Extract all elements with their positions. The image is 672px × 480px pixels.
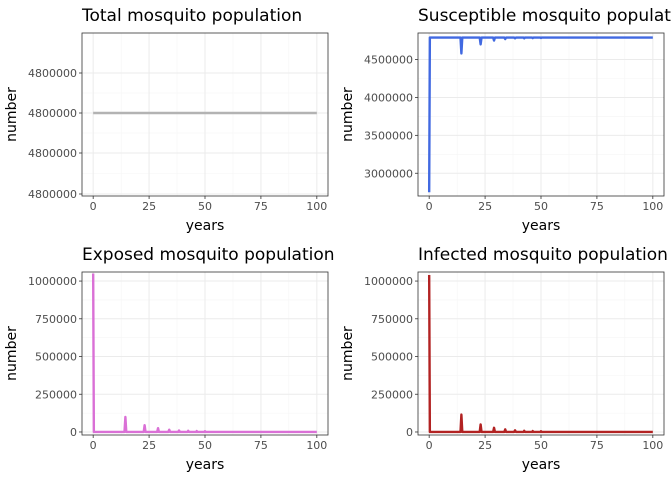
y-tick-label: 4800000 (28, 147, 77, 160)
panel-exposed: 0 25 50 75 100 0 250000 500000 750000 1000000 Expo… (4, 245, 335, 473)
x-tick-label: 25 (478, 200, 492, 213)
x-tick-label: 100 (306, 200, 327, 213)
y-tick-label: 500000 (35, 351, 77, 364)
x-axis-label: years (186, 457, 225, 473)
y-tick-label: 0 (70, 426, 77, 439)
panel-title: Infected mosquito population (418, 245, 668, 265)
x-tick-label: 75 (254, 439, 268, 452)
x-tick-label: 0 (90, 200, 97, 213)
y-tick-label: 4800000 (28, 188, 77, 201)
x-tick-label: 75 (590, 200, 604, 213)
x-axis-label: years (522, 457, 561, 473)
x-tick-label: 50 (198, 200, 212, 213)
y-tick-label: 3000000 (364, 167, 413, 180)
panel-infected: 0 25 50 75 100 0 250000 500000 750000 1000000 Infe… (340, 245, 668, 473)
y-tick-label: 4000000 (364, 91, 413, 104)
y-tick-label: 4500000 (364, 54, 413, 67)
x-tick-label: 25 (142, 200, 156, 213)
panel-total: 0 25 50 75 100 4800000 4800000 4800000 4800000 To… (4, 6, 329, 234)
x-tick-label: 25 (478, 439, 492, 452)
y-tick-label: 3500000 (364, 129, 413, 142)
series-line (427, 275, 653, 434)
x-tick-label: 100 (642, 200, 663, 213)
panel-title: Exposed mosquito population (82, 245, 335, 265)
x-axis-label: years (522, 218, 561, 234)
x-axis-label: years (186, 218, 225, 234)
panel-title: Total mosquito population (81, 6, 302, 26)
y-tick-label: 750000 (371, 313, 413, 326)
panel-title: Susceptible mosquito population (418, 6, 672, 26)
y-axis-label: number (4, 87, 20, 142)
y-tick-label: 0 (406, 426, 413, 439)
y-axis-label: number (340, 87, 356, 142)
y-tick-label: 250000 (371, 388, 413, 401)
series-line (91, 273, 317, 434)
y-tick-label: 500000 (371, 351, 413, 364)
x-tick-label: 100 (642, 439, 663, 452)
x-tick-label: 75 (254, 200, 268, 213)
y-tick-label: 250000 (35, 388, 77, 401)
y-axis-label: number (340, 326, 356, 381)
x-tick-label: 50 (534, 439, 548, 452)
x-tick-label: 75 (590, 439, 604, 452)
x-tick-label: 0 (90, 439, 97, 452)
y-axis-label: number (4, 326, 20, 381)
x-tick-label: 50 (534, 200, 548, 213)
x-tick-label: 0 (426, 439, 433, 452)
series-line (427, 36, 653, 193)
y-tick-label: 4800000 (28, 67, 77, 80)
x-tick-label: 100 (306, 439, 327, 452)
panel-susceptible: 0 25 50 75 100 3000000 3500000 4000000 4500000 Su… (340, 6, 672, 234)
y-tick-label: 1000000 (28, 275, 77, 288)
x-tick-label: 0 (426, 200, 433, 213)
y-tick-label: 4800000 (28, 107, 77, 120)
x-tick-label: 25 (142, 439, 156, 452)
x-tick-label: 50 (198, 439, 212, 452)
y-tick-label: 1000000 (364, 275, 413, 288)
y-tick-label: 750000 (35, 313, 77, 326)
